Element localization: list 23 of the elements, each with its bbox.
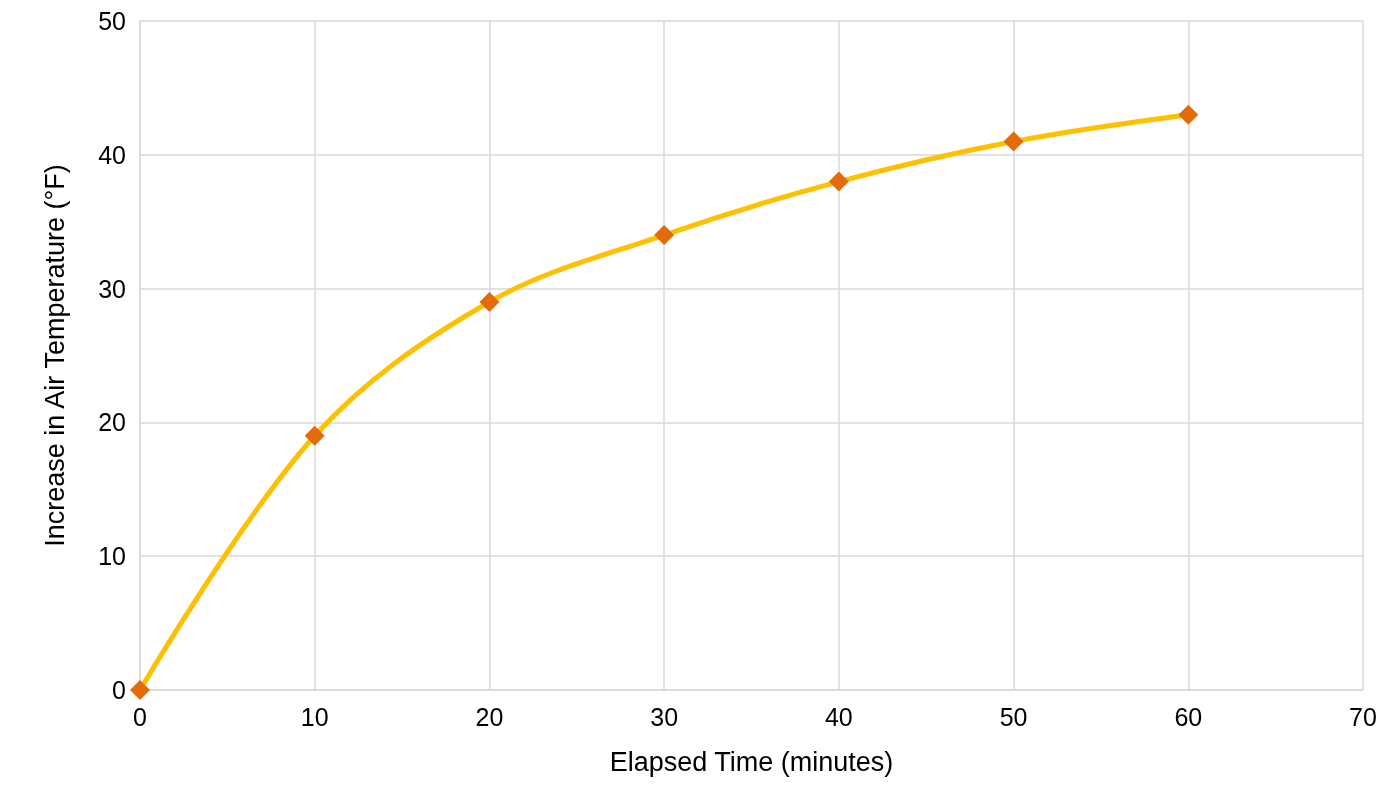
- point: [1178, 104, 1199, 125]
- x-axis-title: Elapsed Time (minutes): [609, 746, 894, 777]
- point: [654, 225, 675, 246]
- y-tick-label: 30: [98, 274, 126, 303]
- y-axis-title: Increase in Air Temperature (°F): [39, 164, 70, 547]
- point: [1003, 131, 1024, 152]
- point: [304, 425, 325, 446]
- point: [479, 291, 500, 312]
- x-tick-label: 60: [1174, 702, 1203, 731]
- x-tick-label: 10: [300, 702, 329, 731]
- point: [828, 171, 849, 192]
- y-tick-label: 0: [112, 676, 126, 704]
- y-tick-label: 50: [98, 7, 126, 35]
- x-tick-label: 40: [824, 702, 853, 731]
- y-tick-label: 20: [98, 408, 126, 437]
- x-tick-label: 50: [999, 702, 1028, 731]
- y-tick-label: 40: [98, 140, 126, 169]
- x-tick-label: 20: [475, 702, 504, 731]
- point: [130, 680, 150, 700]
- x-tick-label: 0: [133, 702, 147, 731]
- x-tick-label: 70: [1349, 702, 1377, 731]
- y-tick-label: 10: [98, 542, 126, 571]
- x-tick-label: 30: [650, 702, 679, 731]
